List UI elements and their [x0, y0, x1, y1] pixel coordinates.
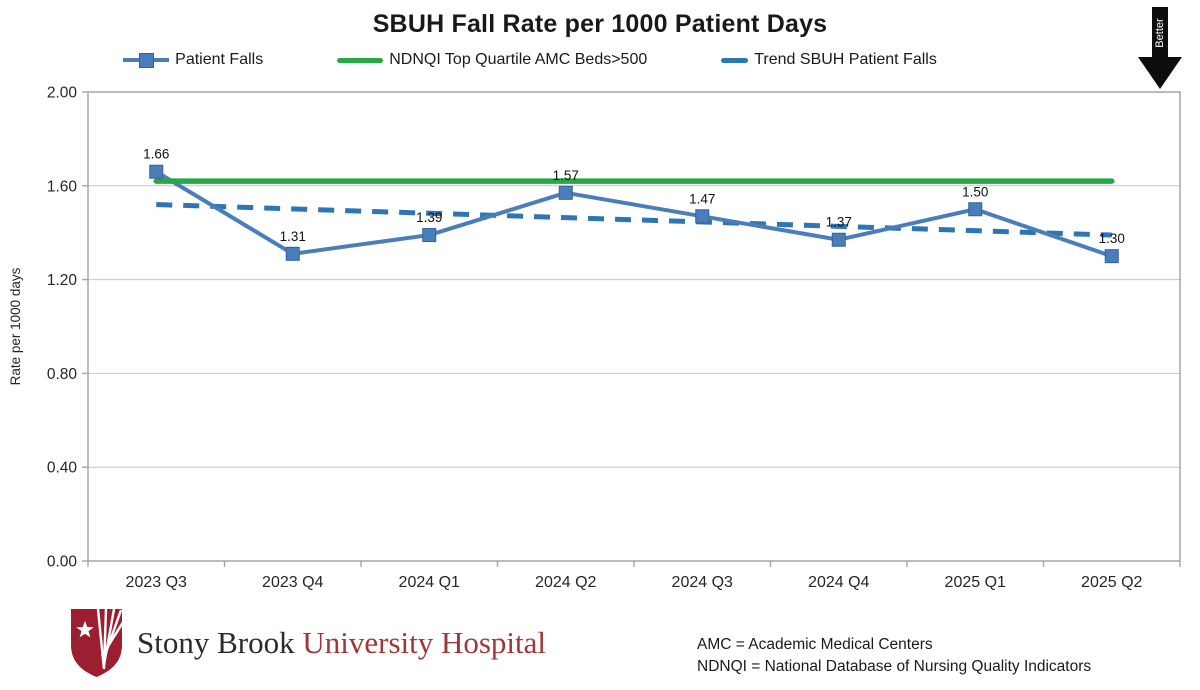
data-point-label: 1.57 — [553, 168, 579, 183]
x-axis-category-label: 2024 Q3 — [672, 574, 733, 591]
plot-border — [87, 91, 1181, 562]
hospital-logo-text: Stony Brook University Hospital — [137, 625, 546, 661]
legend-item-ndnqi-top-quartile: NDNQI Top Quartile AMC Beds>500 — [337, 51, 647, 69]
x-axis-category-label: 2025 Q2 — [1081, 574, 1142, 591]
data-point-label: 1.30 — [1099, 231, 1125, 246]
data-point-label: 1.31 — [280, 229, 306, 244]
data-point-marker — [422, 228, 437, 243]
legend-label: Patient Falls — [175, 51, 264, 68]
data-point-marker — [831, 232, 846, 247]
data-point-label: 1.47 — [689, 191, 715, 206]
y-axis-tick-label: 1.60 — [47, 178, 78, 195]
x-axis-category-label: 2024 Q2 — [535, 574, 596, 591]
y-axis-title: Rate per 1000 days — [8, 267, 23, 385]
patient-falls-line — [155, 170, 1113, 259]
note-amc: AMC = Academic Medical Centers — [697, 636, 933, 653]
data-point-label: 1.50 — [962, 184, 988, 199]
better-arrow-label: Better — [1154, 18, 1166, 48]
better-direction-arrow-icon: Better — [1138, 7, 1182, 89]
trend-line — [156, 202, 1112, 238]
data-point-marker — [149, 164, 164, 179]
chart-legend: Patient Falls NDNQI Top Quartile AMC Bed… — [0, 51, 1060, 69]
data-point-marker — [968, 202, 983, 217]
x-axis-category-label: 2023 Q3 — [126, 574, 187, 591]
chart-title: SBUH Fall Rate per 1000 Patient Days — [372, 10, 828, 38]
logo-text-stony-brook: Stony Brook — [137, 625, 295, 660]
x-axis-category-label: 2024 Q1 — [399, 574, 460, 591]
data-point-marker — [1104, 249, 1119, 264]
legend-label: Trend SBUH Patient Falls — [754, 51, 937, 68]
abbreviation-notes: AMC = Academic Medical Centers NDNQI = N… — [697, 634, 1091, 678]
y-axis-tick-label: 0.40 — [47, 460, 78, 477]
note-ndnqi: NDNQI = National Database of Nursing Qua… — [697, 658, 1092, 675]
data-point-marker — [695, 209, 710, 224]
data-point-label: 1.39 — [416, 210, 442, 225]
data-point-marker — [285, 246, 300, 261]
trend-legend-marker-icon — [721, 57, 749, 63]
legend-item-trend: Trend SBUH Patient Falls — [721, 51, 937, 69]
stony-brook-shield-icon — [71, 609, 122, 677]
x-axis-category-label: 2024 Q4 — [808, 574, 869, 591]
logo-text-university-hospital: University Hospital — [302, 625, 547, 660]
legend-item-patient-falls: Patient Falls — [123, 51, 263, 69]
data-point-label: 1.37 — [826, 215, 852, 230]
y-axis-tick-label: 1.20 — [47, 272, 78, 289]
x-axis-category-label: 2025 Q1 — [945, 574, 1006, 591]
y-axis-tick-label: 2.00 — [47, 85, 78, 102]
legend-label: NDNQI Top Quartile AMC Beds>500 — [389, 51, 648, 68]
y-axis-tick-label: 0.00 — [47, 554, 78, 571]
data-point-label: 1.66 — [143, 147, 169, 162]
data-point-marker — [558, 185, 573, 200]
y-axis-tick-label: 0.80 — [47, 366, 78, 383]
benchmark-legend-marker-icon — [337, 57, 384, 63]
patient-falls-legend-marker-icon — [123, 53, 170, 68]
x-axis-category-label: 2023 Q4 — [262, 574, 323, 591]
hospital-logo: Stony Brook University Hospital — [68, 607, 546, 679]
